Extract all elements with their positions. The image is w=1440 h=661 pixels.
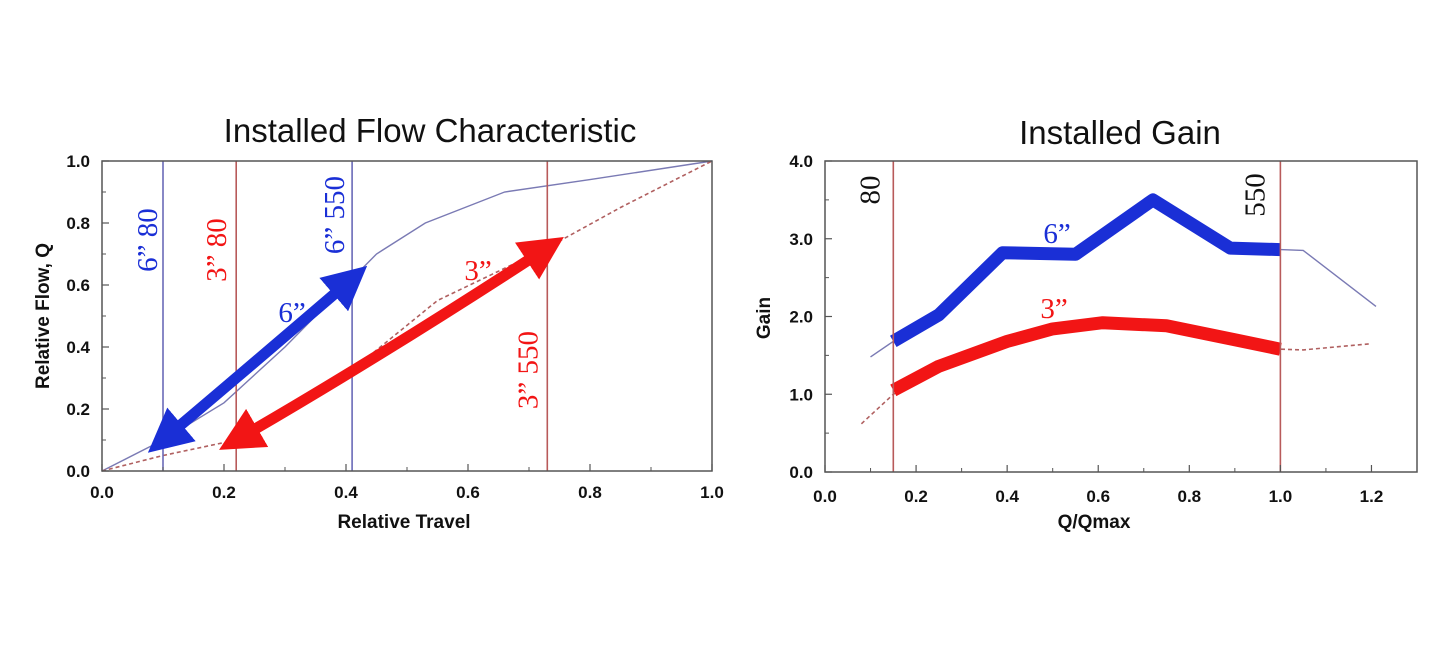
gain-highlight-line-1: [890, 316, 1282, 397]
installed-gain-chart: Installed Gain Gain Q/Qmax 6” 3” 80 550 0.…: [754, 114, 1418, 533]
gain-y-tick-label-2: 2.0: [789, 308, 813, 327]
gain-x-tick-label-2: 0.4: [995, 487, 1019, 506]
gain-x-tick-label-3: 0.6: [1086, 487, 1110, 506]
gain-chart-plot-frame: [824, 160, 1418, 473]
flow-y-tick-label-0: 0.0: [66, 462, 90, 481]
gain-chart-xlabel: Q/Qmax: [1058, 512, 1131, 533]
gain-chart-title: Installed Gain: [1019, 114, 1221, 151]
flow-range-label-0: 6”: [278, 297, 305, 329]
gain-y-tick-label-1: 1.0: [789, 385, 813, 404]
flow-y-tick-label-5: 1.0: [66, 152, 90, 171]
flow-chart-xlabel: Relative Travel: [337, 512, 470, 533]
flow-range-label-1: 3”: [464, 255, 491, 287]
gain-y-tick-label-4: 4.0: [789, 152, 813, 171]
gain-marker-label-0: 80: [854, 176, 886, 205]
flow-chart-ylabel: Relative Flow, Q: [33, 243, 54, 389]
gain-highlight-label-0: 6”: [1043, 218, 1070, 250]
gain-x-tick-label-4: 0.8: [1177, 487, 1201, 506]
flow-series-line-1: [101, 160, 713, 472]
flow-y-tick-label-3: 0.6: [66, 276, 90, 295]
gain-x-tick-label-0: 0.0: [813, 487, 837, 506]
flow-characteristic-chart: Installed Flow Characteristic Relative F…: [33, 112, 724, 533]
flow-x-tick-label-0: 0.0: [90, 483, 114, 502]
gain-highlight-line-0: [890, 193, 1281, 348]
flow-x-tick-label-2: 0.4: [334, 483, 358, 502]
flow-x-tick-label-1: 0.2: [212, 483, 236, 502]
flow-y-tick-label-4: 0.8: [66, 214, 90, 233]
gain-marker-label-1: 550: [1239, 173, 1271, 217]
flow-marker-label-3: 3” 550: [512, 331, 544, 409]
flow-y-tick-label-2: 0.4: [66, 338, 90, 357]
gain-x-tick-label-1: 0.2: [904, 487, 928, 506]
flow-x-tick-label-4: 0.8: [578, 483, 602, 502]
flow-x-tick-label-5: 1.0: [700, 483, 724, 502]
gain-highlight-label-1: 3”: [1040, 293, 1067, 325]
gain-y-tick-label-0: 0.0: [789, 463, 813, 482]
flow-y-tick-label-1: 0.2: [66, 400, 90, 419]
flow-x-tick-label-3: 0.6: [456, 483, 480, 502]
flow-marker-label-0: 6” 80: [132, 208, 164, 272]
flow-range-arrow-0: [147, 265, 368, 453]
flow-chart-title: Installed Flow Characteristic: [224, 112, 637, 149]
flow-marker-label-2: 6” 550: [319, 176, 351, 254]
gain-chart-ylabel: Gain: [754, 297, 775, 339]
flow-marker-label-1: 3” 80: [201, 218, 233, 282]
gain-x-tick-label-5: 1.0: [1269, 487, 1293, 506]
gain-x-tick-label-6: 1.2: [1360, 487, 1384, 506]
flow-range-arrow-1: [219, 236, 564, 450]
gain-y-tick-label-3: 3.0: [789, 230, 813, 249]
